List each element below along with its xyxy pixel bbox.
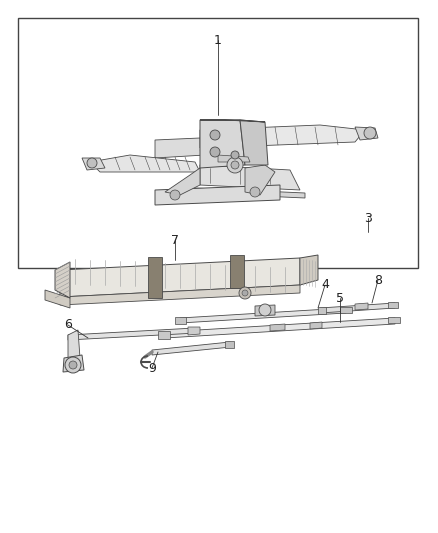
- Polygon shape: [55, 262, 70, 298]
- Polygon shape: [165, 168, 200, 195]
- Polygon shape: [255, 305, 275, 316]
- Polygon shape: [90, 155, 200, 172]
- Polygon shape: [340, 307, 352, 313]
- Text: 5: 5: [336, 292, 344, 304]
- Circle shape: [170, 190, 180, 200]
- Circle shape: [210, 147, 220, 157]
- Polygon shape: [245, 165, 275, 195]
- Text: 1: 1: [214, 34, 222, 46]
- Polygon shape: [240, 120, 268, 165]
- Polygon shape: [200, 120, 245, 168]
- Polygon shape: [388, 317, 400, 323]
- Circle shape: [69, 361, 77, 369]
- Polygon shape: [200, 125, 365, 148]
- Polygon shape: [68, 328, 197, 340]
- Polygon shape: [188, 327, 200, 335]
- Circle shape: [364, 127, 376, 139]
- Polygon shape: [45, 290, 70, 308]
- Polygon shape: [60, 258, 300, 297]
- Text: 9: 9: [148, 361, 156, 375]
- Polygon shape: [155, 138, 205, 158]
- Circle shape: [65, 357, 81, 373]
- Polygon shape: [270, 324, 285, 331]
- Polygon shape: [60, 285, 300, 305]
- Polygon shape: [355, 127, 378, 140]
- Circle shape: [210, 130, 220, 140]
- Polygon shape: [388, 302, 398, 308]
- Polygon shape: [155, 185, 280, 205]
- Text: 8: 8: [374, 273, 382, 287]
- Bar: [18, 18, 418, 268]
- Polygon shape: [310, 322, 322, 329]
- Polygon shape: [63, 355, 84, 372]
- Polygon shape: [152, 342, 231, 355]
- Polygon shape: [165, 318, 395, 338]
- Polygon shape: [175, 317, 186, 324]
- Polygon shape: [355, 303, 368, 310]
- Circle shape: [259, 304, 271, 316]
- Polygon shape: [200, 120, 265, 122]
- Polygon shape: [195, 188, 305, 198]
- Circle shape: [250, 187, 260, 197]
- Polygon shape: [180, 308, 346, 323]
- Polygon shape: [300, 255, 318, 285]
- Circle shape: [239, 287, 251, 299]
- Polygon shape: [68, 330, 80, 362]
- Polygon shape: [148, 257, 162, 298]
- Polygon shape: [225, 341, 234, 348]
- Polygon shape: [318, 307, 326, 314]
- Polygon shape: [200, 165, 300, 190]
- Polygon shape: [218, 155, 250, 162]
- Circle shape: [87, 158, 97, 168]
- Circle shape: [227, 157, 243, 173]
- Polygon shape: [82, 158, 105, 170]
- Text: 7: 7: [171, 233, 179, 246]
- Circle shape: [231, 151, 239, 159]
- Circle shape: [231, 161, 239, 169]
- Text: 6: 6: [64, 319, 72, 332]
- Polygon shape: [158, 331, 170, 339]
- Polygon shape: [230, 255, 244, 288]
- Text: 3: 3: [364, 212, 372, 224]
- Polygon shape: [320, 303, 395, 313]
- Circle shape: [242, 290, 248, 296]
- Text: 4: 4: [321, 279, 329, 292]
